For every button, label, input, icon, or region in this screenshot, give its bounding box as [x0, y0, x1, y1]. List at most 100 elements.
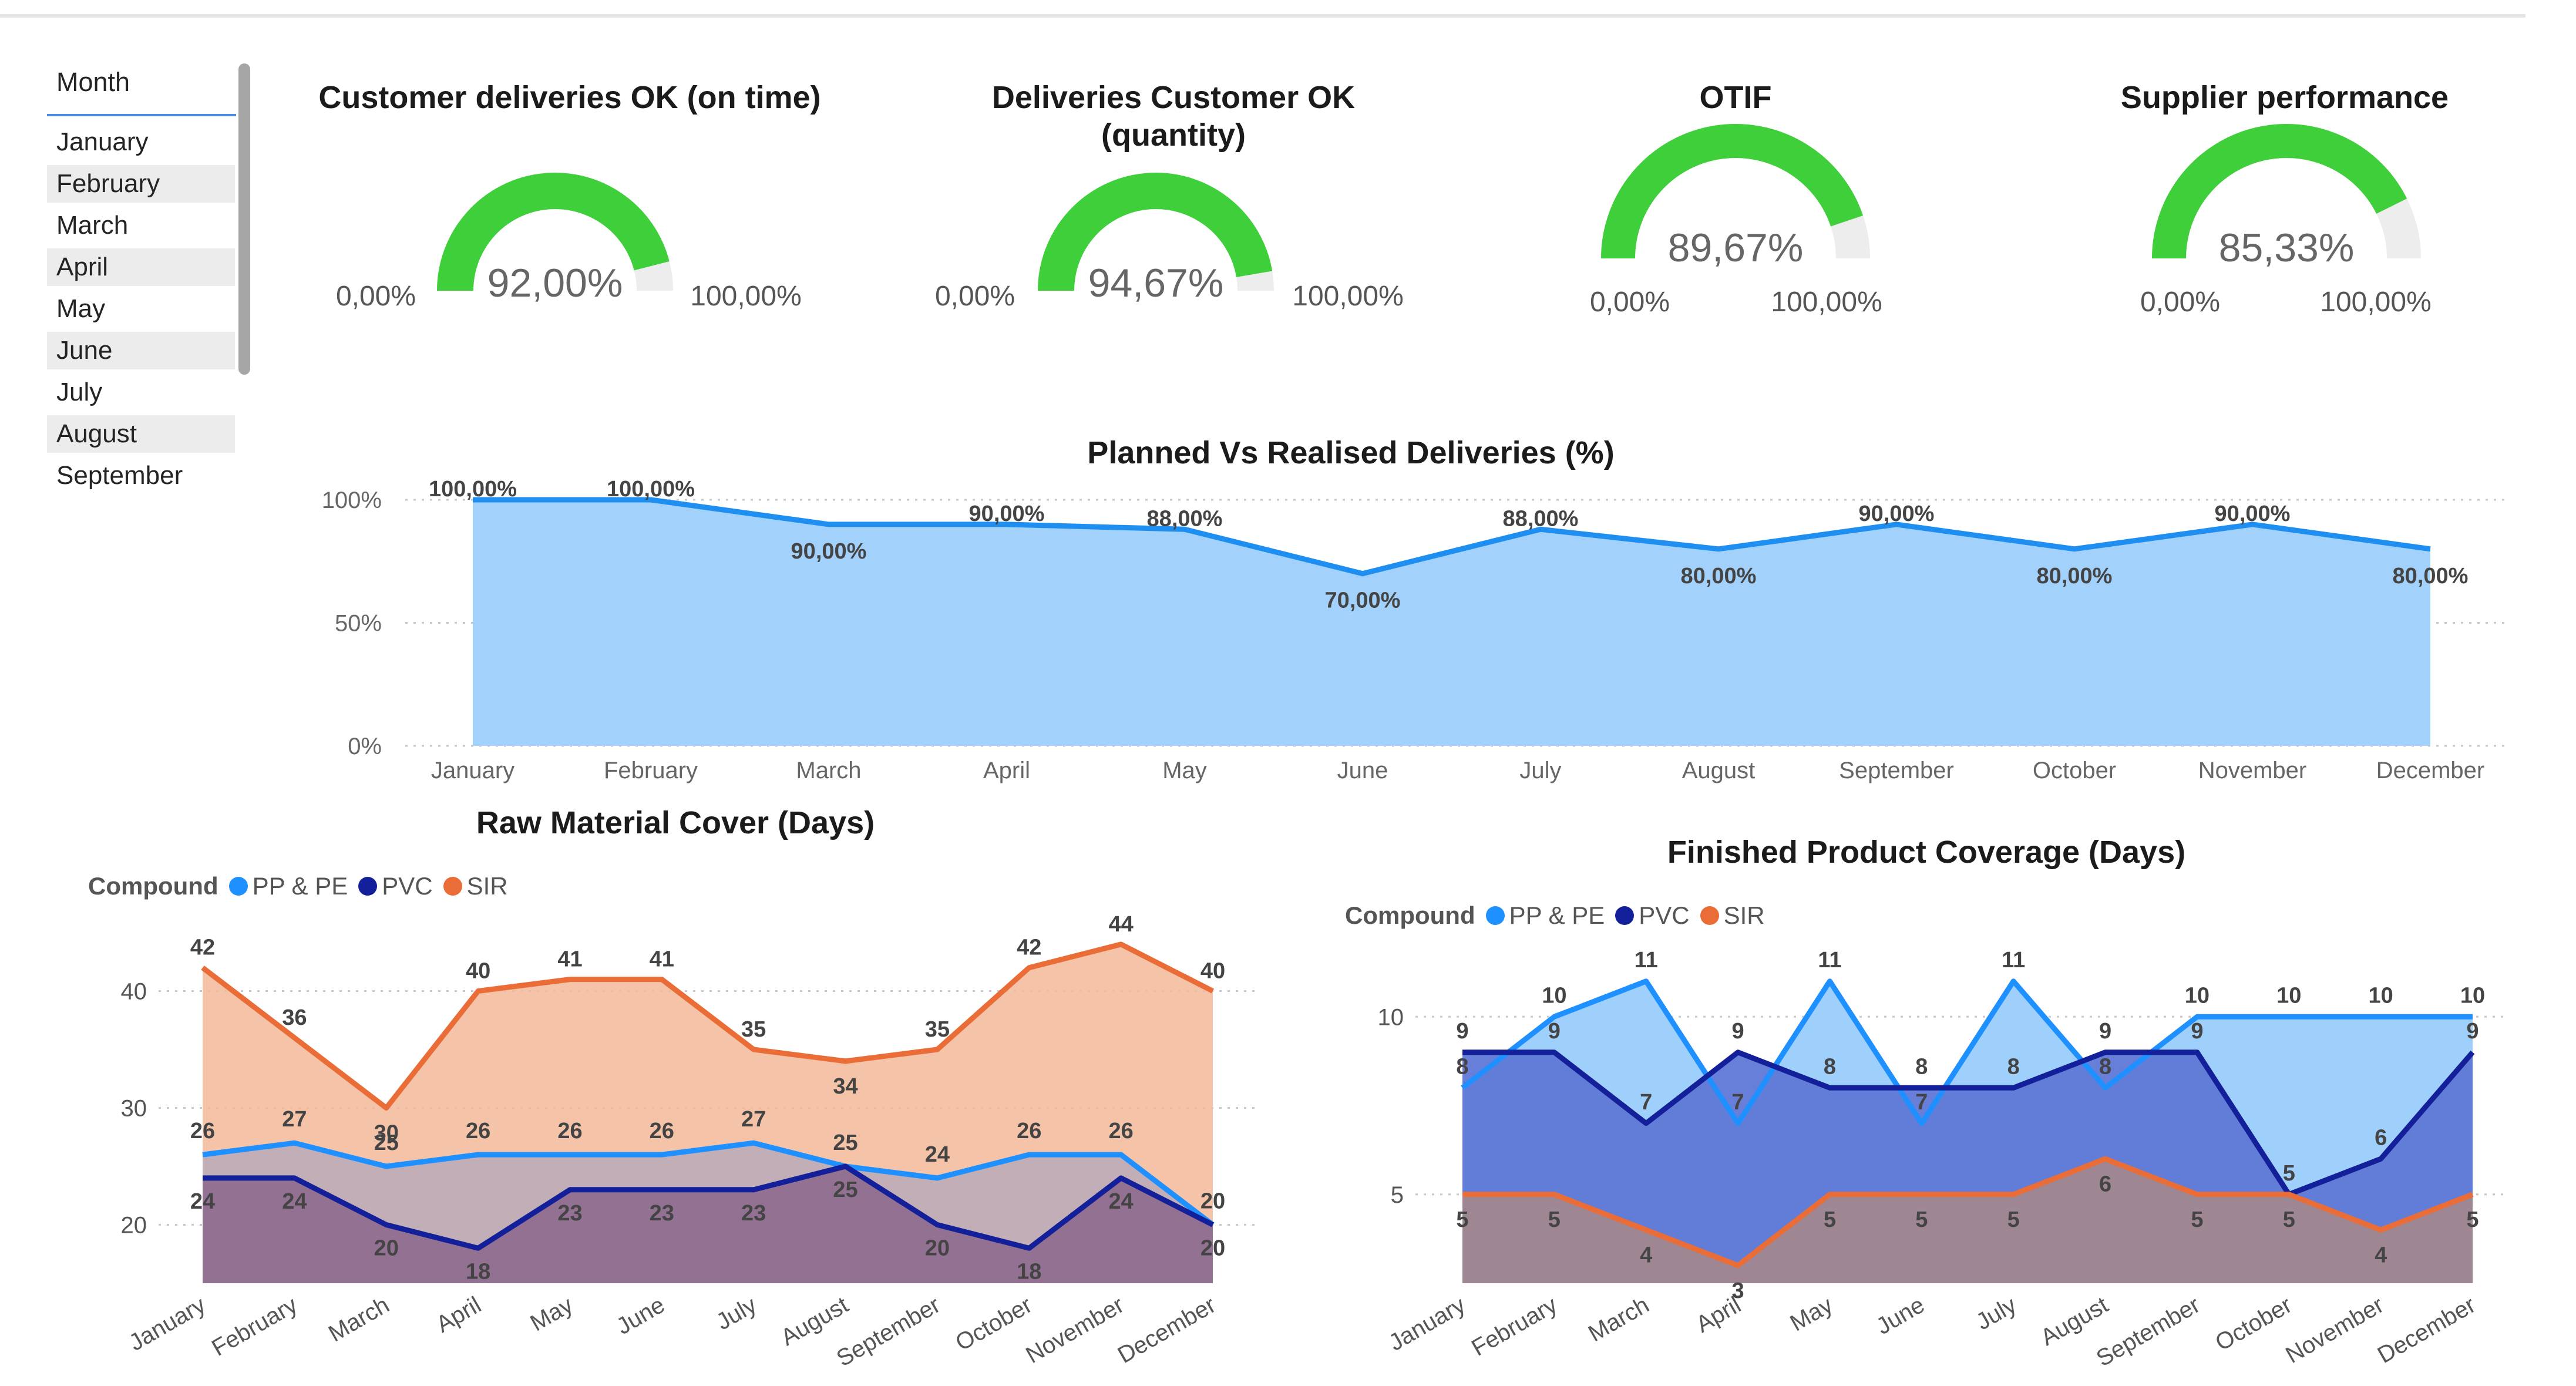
data-label: 25 — [374, 1131, 399, 1155]
data-label: 42 — [190, 936, 215, 960]
x-tick-label: February — [207, 1292, 302, 1361]
gauge-min-label: 0,00% — [336, 281, 416, 312]
data-label: 34 — [833, 1074, 857, 1099]
y-tick-label: 20 — [121, 1213, 147, 1239]
data-label: 27 — [741, 1107, 766, 1132]
x-tick-label: July — [712, 1292, 761, 1335]
x-tick-label: October — [2033, 758, 2116, 783]
data-label: 5 — [2283, 1207, 2295, 1232]
data-label: 7 — [1732, 1090, 1744, 1115]
slicer-item-march[interactable]: March — [56, 211, 129, 240]
planned-data-label: 100,00% — [607, 477, 695, 502]
area-2 — [1462, 1159, 2473, 1283]
planned-data-label: 90,00% — [1859, 502, 1935, 526]
raw-legend-pp-pe[interactable]: PP & PE — [228, 872, 348, 900]
slicer-item-april[interactable]: April — [47, 248, 235, 286]
data-label: 3 — [1732, 1279, 1744, 1303]
x-tick-label: December — [2373, 1292, 2480, 1368]
raw-legend: Compound PP & PE PVC SIR — [88, 872, 519, 900]
month-slicer[interactable]: Month January February March April May J… — [41, 59, 264, 505]
x-tick-label: December — [1114, 1292, 1220, 1368]
data-label: 8 — [1915, 1054, 1928, 1079]
planned-data-label: 80,00% — [1681, 564, 1757, 588]
data-label: 5 — [2466, 1207, 2479, 1232]
data-label: 24 — [1108, 1189, 1133, 1214]
gauge-max-label: 100,00% — [690, 281, 802, 312]
x-tick-label: April — [983, 758, 1030, 783]
gauge-fill — [2152, 124, 2407, 259]
data-label: 18 — [1017, 1259, 1041, 1284]
data-label: 24 — [925, 1142, 950, 1167]
y-tick-label: 50% — [335, 611, 382, 637]
y-tick-label: 0% — [348, 734, 382, 759]
data-label: 7 — [1640, 1090, 1652, 1115]
line-2 — [1462, 1156, 2474, 1269]
x-tick-label: May — [1786, 1292, 1837, 1337]
x-tick-label: March — [1584, 1292, 1653, 1347]
data-label: 6 — [2375, 1125, 2387, 1150]
gauge-fill — [437, 173, 670, 291]
data-label: 9 — [2191, 1019, 2203, 1044]
gauge-min-label: 0,00% — [1590, 287, 1670, 318]
data-label: 10 — [2185, 983, 2210, 1008]
gauge-title-otif: OTIF — [1699, 80, 1772, 115]
x-tick-label: August — [776, 1292, 853, 1351]
data-label: 26 — [650, 1119, 674, 1143]
slicer-item-january[interactable]: January — [56, 127, 149, 156]
data-label: 27 — [282, 1107, 307, 1132]
data-label: 9 — [2099, 1019, 2111, 1044]
slicer-item-june[interactable]: June — [47, 332, 235, 369]
planned-data-label: 80,00% — [2037, 564, 2113, 588]
y-tick-label: 100% — [322, 487, 382, 513]
area-2 — [203, 944, 1213, 1283]
slicer-scrollbar[interactable] — [238, 63, 250, 375]
x-tick-label: February — [1467, 1292, 1562, 1361]
planned-data-label: 88,00% — [1147, 506, 1223, 531]
slicer-underline — [47, 114, 236, 116]
slicer-item-may[interactable]: May — [56, 294, 106, 323]
y-tick-label: 30 — [121, 1096, 147, 1122]
x-tick-label: August — [1682, 758, 1756, 783]
fin-chart-title: Finished Product Coverage (Days) — [1667, 835, 2186, 870]
data-label: 9 — [2466, 1019, 2479, 1044]
fin-legend-pp-pe[interactable]: PP & PE — [1485, 901, 1605, 930]
data-label: 41 — [557, 947, 582, 972]
slicer-item-august[interactable]: August — [47, 415, 235, 453]
x-tick-label: October — [951, 1292, 1037, 1356]
gauge-max-label: 100,00% — [1771, 287, 1882, 318]
x-tick-label: November — [2198, 758, 2307, 783]
data-label: 8 — [2007, 1054, 2020, 1079]
data-label: 26 — [557, 1119, 582, 1143]
x-tick-label: January — [125, 1292, 210, 1356]
data-label: 25 — [833, 1131, 857, 1155]
slicer-item-july[interactable]: July — [56, 378, 103, 406]
slicer-item-september[interactable]: September — [56, 461, 183, 490]
data-label: 24 — [190, 1189, 215, 1214]
gauge-title-supplier: Supplier performance — [2120, 80, 2449, 115]
planned-data-label: 90,00% — [791, 539, 867, 564]
x-tick-label: December — [2376, 758, 2485, 783]
raw-legend-pvc[interactable]: PVC — [358, 872, 433, 900]
area-0 — [203, 1143, 1213, 1283]
data-label: 25 — [833, 1178, 857, 1202]
y-tick-label: 40 — [121, 979, 147, 1005]
data-label: 10 — [1542, 983, 1566, 1008]
gauge-min-label: 0,00% — [2140, 287, 2220, 318]
x-tick-label: April — [432, 1292, 485, 1338]
raw-legend-sir[interactable]: SIR — [443, 872, 508, 900]
planned-data-label: 90,00% — [2215, 502, 2291, 526]
gauge-value: 89,67% — [1668, 226, 1804, 270]
fin-legend-sir[interactable]: SIR — [1700, 901, 1765, 930]
data-label: 4 — [2375, 1243, 2387, 1267]
x-tick-label: November — [1021, 1292, 1128, 1368]
planned-data-label: 88,00% — [1503, 506, 1579, 531]
x-tick-label: May — [526, 1292, 577, 1337]
x-tick-label: April — [1691, 1292, 1745, 1338]
x-tick-label: February — [604, 758, 698, 783]
fin-legend-pvc[interactable]: PVC — [1615, 901, 1690, 930]
gauge-fill — [1601, 124, 1864, 259]
y-tick-label: 5 — [1391, 1182, 1404, 1208]
slicer-item-february[interactable]: February — [47, 165, 235, 203]
gauge-max-label: 100,00% — [2320, 287, 2432, 318]
data-label: 10 — [2276, 983, 2301, 1008]
